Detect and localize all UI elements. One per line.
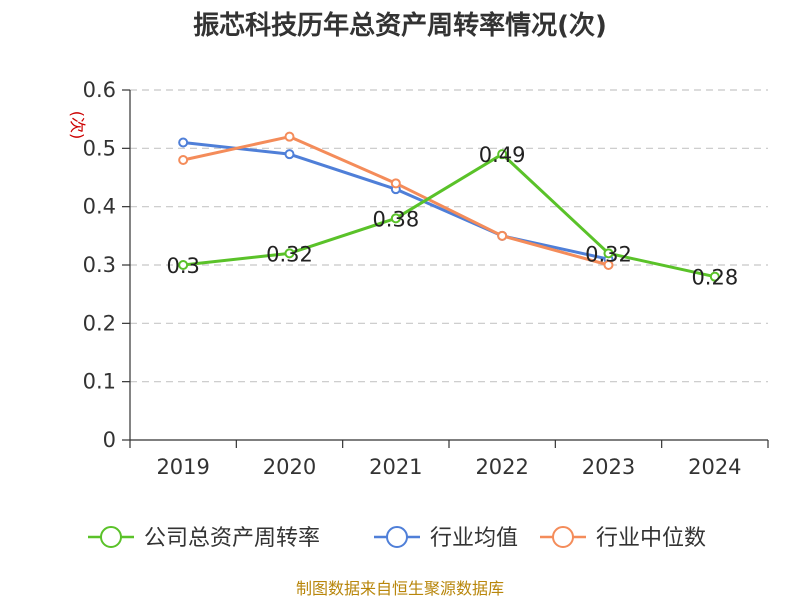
data-labels: 0.3 0.32 0.38 0.49 0.32 0.28 bbox=[166, 143, 738, 289]
x-tick-label: 2021 bbox=[369, 455, 422, 479]
data-point bbox=[603, 248, 614, 259]
legend-item-1[interactable]: 行业均值 bbox=[374, 526, 518, 551]
legend-item-2[interactable]: 行业中位数 bbox=[540, 526, 706, 551]
data-point bbox=[497, 230, 508, 241]
y-tick-label: 0.6 bbox=[83, 78, 116, 102]
x-tick-label: 2019 bbox=[156, 455, 209, 479]
y-tick-label: 0.1 bbox=[83, 370, 116, 394]
data-point bbox=[709, 271, 720, 282]
legend-marker bbox=[100, 526, 122, 548]
data-point bbox=[390, 178, 401, 189]
y-tick-label: 0.2 bbox=[83, 311, 116, 335]
y-tick-label: 0 bbox=[103, 428, 116, 452]
data-label: 0.28 bbox=[691, 266, 738, 290]
data-point bbox=[284, 248, 295, 259]
series-group bbox=[178, 131, 720, 282]
data-point bbox=[284, 131, 295, 142]
series-line-0 bbox=[183, 152, 716, 279]
x-tick-label: 2023 bbox=[582, 455, 635, 479]
data-label: 0.32 bbox=[585, 242, 632, 266]
legend: 公司总资产周转率 行业均值 行业中位数 bbox=[88, 526, 706, 551]
legend-label: 公司总资产周转率 bbox=[144, 526, 320, 551]
x-tick-label: 2022 bbox=[475, 455, 528, 479]
data-point bbox=[178, 260, 189, 270]
legend-item-0[interactable]: 公司总资产周转率 bbox=[88, 526, 320, 551]
data-point bbox=[284, 149, 295, 160]
chart-title: 振芯科技历年总资产周转率情况(次) bbox=[193, 10, 607, 41]
data-point bbox=[178, 137, 189, 148]
data-point bbox=[497, 149, 508, 160]
data-label: 0.38 bbox=[372, 207, 419, 231]
y-axis-label: (次) bbox=[68, 111, 87, 140]
data-label: 0.3 bbox=[166, 254, 199, 278]
axes: 0 0.1 0.2 0.3 0.4 0.5 0.6 2019 2020 2021 2022 2023 2… bbox=[83, 78, 769, 479]
series-line-1 bbox=[183, 141, 609, 261]
data-label: 0.49 bbox=[479, 143, 526, 167]
x-tick-label: 2020 bbox=[263, 455, 316, 479]
x-tick-label: 2024 bbox=[688, 455, 741, 479]
legend-label: 行业均值 bbox=[430, 526, 518, 551]
data-point bbox=[390, 213, 401, 224]
data-point bbox=[178, 155, 189, 165]
legend-marker bbox=[552, 526, 574, 548]
y-tick-label: 0.5 bbox=[83, 136, 116, 160]
data-label: 0.32 bbox=[266, 242, 313, 266]
data-point bbox=[603, 260, 614, 270]
gridlines bbox=[130, 89, 768, 383]
legend-label: 行业中位数 bbox=[596, 526, 706, 551]
y-tick-label: 0.4 bbox=[83, 195, 116, 219]
legend-marker bbox=[386, 526, 408, 548]
data-source-note: 制图数据来自恒生聚源数据库 bbox=[296, 579, 504, 598]
y-tick-label: 0.3 bbox=[83, 253, 116, 277]
